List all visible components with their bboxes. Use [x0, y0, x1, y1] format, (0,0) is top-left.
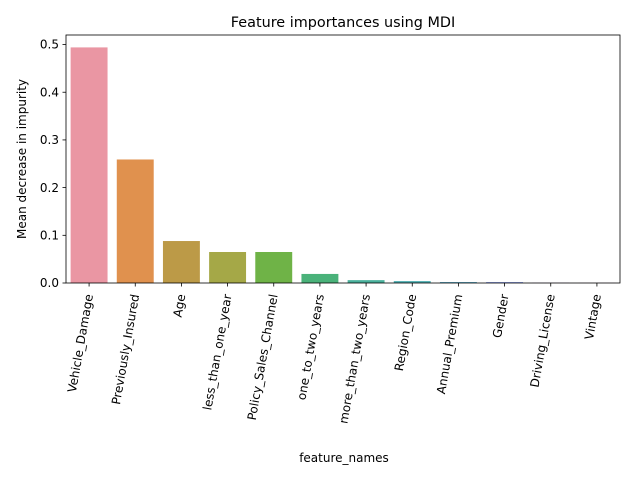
x-tick-label: one_to_two_years	[294, 293, 326, 401]
y-tick-label: 0.2	[40, 181, 59, 195]
x-tick-label: more_than_two_years	[336, 293, 373, 425]
x-tick-label: Policy_Sales_Channel	[245, 293, 281, 421]
x-tick-label: Vehicle_Damage	[65, 293, 96, 393]
x-axis: Vehicle_Damage Previously_Insured Age less_…	[65, 283, 604, 425]
y-tick-label: 0.5	[40, 38, 59, 52]
x-axis-label: feature_names	[299, 451, 389, 465]
chart-title: Feature importances using MDI	[231, 15, 455, 31]
x-tick-label: Previously_Insured	[109, 293, 142, 406]
bar-more_than_two_years	[348, 280, 385, 283]
y-tick-label: 0.3	[40, 133, 59, 147]
x-tick-label: Driving_License	[528, 293, 558, 388]
x-tick-label: Annual_Premium	[434, 293, 465, 395]
y-tick-label: 0.1	[40, 229, 59, 243]
bars-group	[71, 47, 616, 283]
bar-Vehicle_Damage	[71, 47, 108, 283]
bar-Age	[163, 241, 200, 283]
y-axis: 0.0 0.1 0.2 0.3 0.4 0.5	[40, 38, 66, 290]
bar-Previously_Insured	[117, 159, 154, 283]
x-tick-label: Region_Code	[392, 293, 419, 372]
y-tick-label: 0.4	[40, 85, 59, 99]
x-tick-label: Vintage	[582, 293, 604, 341]
y-tick-label: 0.0	[40, 276, 59, 290]
x-tick-label: Age	[171, 293, 189, 318]
x-tick-label: less_than_one_year	[200, 293, 234, 411]
y-axis-label: Mean decrease in impurity	[15, 79, 29, 239]
bar-one_to_two_years	[301, 274, 338, 283]
bar-Policy_Sales_Channel	[255, 252, 292, 283]
bar-less_than_one_year	[209, 252, 246, 283]
x-tick-label: Gender	[490, 293, 511, 339]
